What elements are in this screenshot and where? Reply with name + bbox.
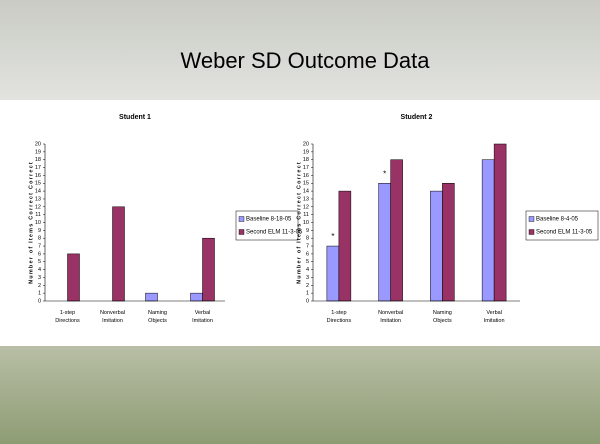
slide-title: Weber SD Outcome Data bbox=[180, 48, 430, 73]
y-tick-label: 2 bbox=[38, 283, 41, 289]
legend-label: Baseline 8-4-05 bbox=[536, 217, 579, 223]
bar bbox=[326, 245, 340, 302]
y-tick-label: 14 bbox=[303, 189, 309, 195]
y-tick-label: 15 bbox=[35, 181, 41, 187]
y-tick-label: 9 bbox=[306, 228, 309, 234]
y-tick-label: 14 bbox=[35, 189, 41, 195]
x-tick-label: 1-step Directions bbox=[55, 310, 80, 324]
y-tick-label: 11 bbox=[35, 212, 41, 218]
x-tick-label: Naming Objects bbox=[148, 310, 167, 324]
y-tick-label: 10 bbox=[303, 220, 309, 226]
annotation: * bbox=[383, 169, 386, 178]
y-tick-label: 10 bbox=[35, 220, 41, 226]
y-tick-label: 20 bbox=[35, 141, 41, 147]
bar bbox=[112, 206, 125, 302]
y-tick-label: 5 bbox=[306, 259, 309, 265]
y-tick-label: 17 bbox=[35, 165, 41, 171]
y-tick-label: 19 bbox=[303, 149, 309, 155]
annotation: * bbox=[331, 232, 334, 241]
bar bbox=[338, 190, 352, 302]
y-tick-label: 1 bbox=[38, 291, 41, 297]
y-axis-label: Number of Items Correct Correct bbox=[296, 161, 302, 284]
y-tick-label: 13 bbox=[303, 196, 309, 202]
bar bbox=[378, 183, 391, 302]
legend-box bbox=[525, 210, 599, 241]
y-tick-label: 7 bbox=[306, 244, 309, 250]
y-tick-label: 3 bbox=[306, 275, 309, 281]
y-tick-label: 11 bbox=[303, 212, 309, 218]
y-tick-label: 20 bbox=[303, 141, 309, 147]
y-tick-label: 16 bbox=[303, 173, 309, 179]
bar bbox=[481, 159, 495, 302]
y-tick-label: 13 bbox=[35, 196, 41, 202]
y-tick-label: 18 bbox=[35, 157, 41, 163]
y-tick-label: 1 bbox=[306, 291, 309, 297]
legend-box bbox=[235, 210, 299, 241]
y-tick-label: 4 bbox=[306, 267, 309, 273]
x-tick-label: Verbal Imitation bbox=[192, 310, 213, 324]
y-tick-label: 16 bbox=[35, 173, 41, 179]
y-tick-label: 6 bbox=[38, 251, 41, 257]
y-tick-label: 7 bbox=[38, 244, 41, 250]
bar bbox=[67, 253, 80, 302]
bar bbox=[145, 292, 158, 302]
x-tick-label: Naming Objects bbox=[433, 310, 452, 324]
chart-title: Student 1 bbox=[119, 114, 151, 121]
legend-label: Second ELM 11-3-05 bbox=[246, 230, 303, 236]
chart-title: Student 2 bbox=[401, 114, 433, 121]
y-tick-label: 2 bbox=[306, 283, 309, 289]
bar bbox=[430, 190, 443, 302]
legend-swatch bbox=[528, 216, 535, 222]
y-tick-label: 19 bbox=[35, 149, 41, 155]
y-tick-label: 15 bbox=[303, 181, 309, 187]
y-tick-label: 3 bbox=[38, 275, 41, 281]
y-tick-label: 8 bbox=[38, 236, 41, 242]
y-axis-label: Number of Items Correct Correct bbox=[28, 161, 34, 284]
y-tick-label: 6 bbox=[306, 251, 309, 257]
bar bbox=[390, 159, 403, 302]
x-tick-label: 1-step Directions bbox=[327, 310, 352, 324]
y-tick-label: 12 bbox=[35, 204, 41, 210]
x-tick-label: Nonverbal Imitation bbox=[100, 310, 125, 324]
y-tick-label: 12 bbox=[303, 204, 309, 210]
bar bbox=[190, 292, 203, 302]
legend-swatch bbox=[238, 216, 245, 222]
bar bbox=[442, 183, 455, 302]
background-bottom bbox=[0, 346, 600, 444]
bar bbox=[493, 143, 507, 302]
y-tick-label: 0 bbox=[306, 298, 309, 304]
y-tick-label: 17 bbox=[303, 165, 309, 171]
legend-swatch bbox=[528, 229, 535, 235]
y-tick-label: 8 bbox=[306, 236, 309, 242]
legend-swatch bbox=[238, 229, 245, 235]
y-tick-label: 18 bbox=[303, 157, 309, 163]
y-tick-label: 9 bbox=[38, 228, 41, 234]
y-tick-label: 5 bbox=[38, 259, 41, 265]
legend-label: Second ELM 11-3-05 bbox=[536, 230, 593, 236]
background-top bbox=[0, 0, 600, 100]
bar bbox=[202, 237, 215, 302]
y-tick-label: 0 bbox=[38, 298, 41, 304]
legend-label: Baseline 8-18-05 bbox=[246, 217, 292, 223]
x-tick-label: Nonverbal Imitation bbox=[378, 310, 403, 324]
x-tick-label: Verbal Imitation bbox=[484, 310, 505, 324]
y-tick-label: 4 bbox=[38, 267, 41, 273]
